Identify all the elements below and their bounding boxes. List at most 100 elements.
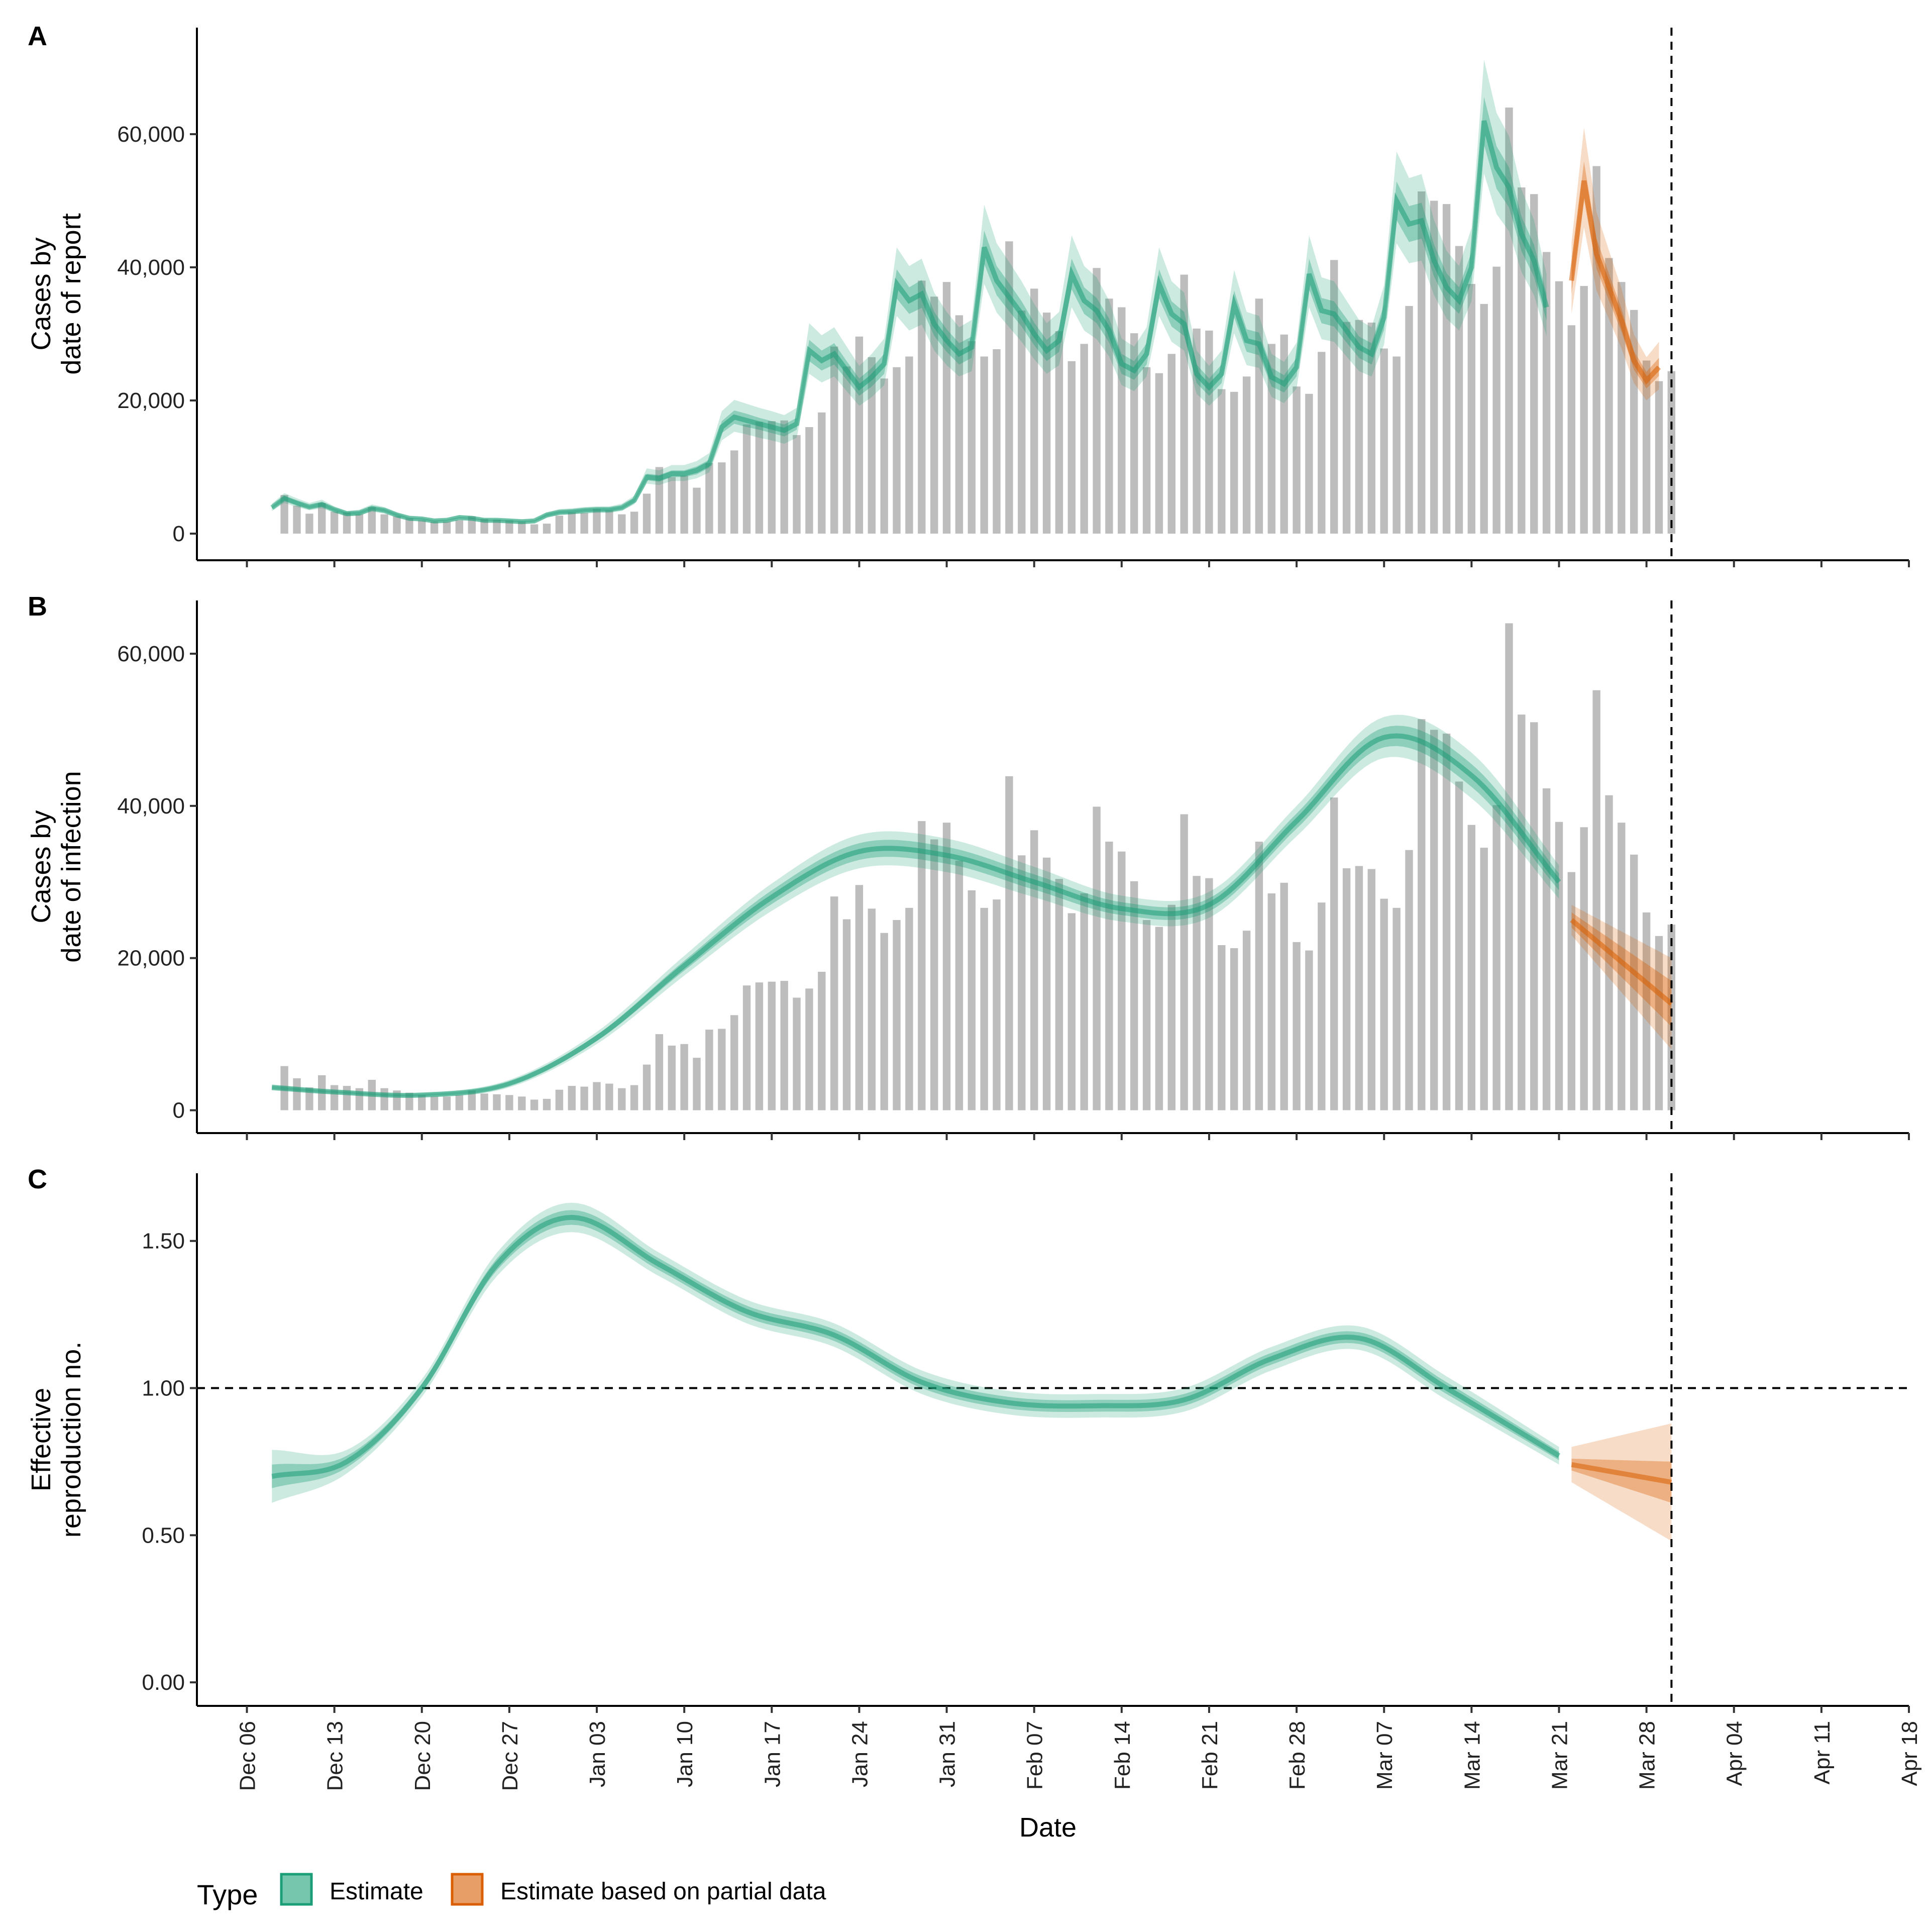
bar: [330, 512, 339, 534]
bar: [805, 988, 813, 1110]
bar: [880, 378, 888, 534]
bar: [1142, 367, 1151, 534]
legend: Type Estimate Estimate based on partial …: [197, 1873, 826, 1910]
bar: [1367, 869, 1375, 1110]
bar: [1518, 187, 1526, 534]
bar: [1218, 389, 1226, 534]
x-tick-label: Dec 13: [323, 1721, 348, 1791]
bar: [1193, 328, 1201, 534]
bar: [330, 1085, 339, 1110]
y-axis-title-line: date of report: [56, 213, 86, 374]
partial-c-median-line: [1571, 1462, 1672, 1485]
bar: [893, 920, 901, 1110]
bar: [1118, 851, 1126, 1110]
legend-key-partial: [451, 1873, 484, 1906]
bar: [468, 1090, 476, 1110]
bar: [1055, 331, 1063, 534]
x-tick-label: Dec 27: [498, 1721, 522, 1791]
y-axis-title-c: Effectivereproduction no.: [26, 1342, 86, 1538]
bar: [280, 495, 288, 534]
bar: [305, 514, 313, 534]
bar: [830, 896, 838, 1110]
bar: [630, 1085, 638, 1110]
bar: [1142, 920, 1151, 1110]
bar: [1567, 325, 1575, 534]
bar: [1567, 872, 1575, 1110]
bar: [343, 1086, 351, 1110]
legend-key-estimate: [280, 1873, 313, 1906]
y-axis-title-a: Cases bydate of report: [26, 213, 86, 374]
estimate-a-band-50: [272, 96, 1547, 523]
bar: [543, 524, 551, 534]
bar: [543, 1098, 551, 1110]
bar: [1667, 925, 1675, 1110]
bar: [980, 907, 988, 1110]
bar: [293, 505, 301, 534]
bar: [893, 367, 901, 534]
bar: [380, 514, 388, 534]
bar: [668, 1045, 676, 1110]
bar: [1155, 927, 1163, 1110]
bar: [942, 823, 951, 1110]
bar: [718, 462, 726, 534]
bar: [405, 518, 413, 534]
bar: [1630, 854, 1638, 1110]
bar: [680, 475, 688, 534]
bar: [1130, 333, 1138, 534]
partial-a-median-line: [1569, 180, 1661, 385]
x-axis: Dec 06 Dec 13 Dec 20 Dec 27 Jan 03 Jan 10 Jan …: [236, 560, 1922, 1791]
bar: [1380, 898, 1388, 1110]
bar: [593, 509, 601, 534]
y-axis-title-line: Cases by: [26, 237, 56, 350]
bar: [1230, 391, 1238, 534]
partial-b-median-line: [1570, 918, 1673, 1006]
bar: [1355, 320, 1363, 534]
bar: [1342, 322, 1351, 534]
bar: [1255, 842, 1263, 1110]
y-tick-label: 20,000: [117, 946, 185, 971]
bar: [443, 522, 451, 534]
bar: [505, 520, 513, 534]
bar: [780, 981, 788, 1110]
bar: [618, 514, 626, 534]
bar: [1030, 830, 1038, 1110]
legend-label-estimate: Estimate: [330, 1878, 423, 1905]
bar: [1005, 241, 1013, 534]
bar: [818, 972, 826, 1110]
bar: [430, 522, 439, 534]
y-tick-label: 40,000: [117, 794, 185, 819]
bar: [742, 424, 751, 534]
x-tick-label: Mar 14: [1460, 1721, 1484, 1790]
bar: [1105, 298, 1113, 534]
bar: [742, 985, 751, 1110]
x-tick-label: Apr 11: [1810, 1721, 1835, 1784]
bar: [1305, 393, 1313, 534]
bar: [605, 1083, 613, 1110]
bar: [318, 503, 326, 534]
bar: [655, 467, 664, 534]
bar: [580, 1086, 588, 1110]
bar: [1542, 252, 1551, 534]
bar: [518, 1096, 526, 1110]
partial-a-band-90: [1571, 127, 1659, 401]
bar: [1392, 907, 1401, 1110]
bar: [293, 1078, 301, 1110]
bar: [1342, 868, 1351, 1110]
bar: [418, 520, 426, 534]
bar: [1618, 823, 1626, 1110]
bar: [1042, 857, 1051, 1110]
bar: [1392, 356, 1401, 534]
bar: [1067, 361, 1076, 534]
bar: [1167, 904, 1175, 1110]
bar: [493, 1094, 501, 1110]
bar: [793, 435, 801, 534]
bar: [1492, 266, 1501, 534]
bar: [768, 981, 776, 1110]
bar: [380, 1088, 388, 1110]
bar: [755, 982, 764, 1110]
bar: [1467, 284, 1475, 534]
y-tick-label: 0: [173, 522, 185, 546]
x-tick-label: Jan 17: [760, 1721, 785, 1787]
y-tick-label: 1.50: [142, 1229, 185, 1254]
